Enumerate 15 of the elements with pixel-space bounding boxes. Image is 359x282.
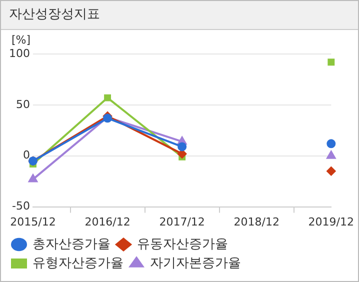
x-tick-label: 2017/12 <box>159 215 205 228</box>
y-tick-label: 0 <box>22 148 30 162</box>
x-tick-label: 2016/12 <box>84 215 130 228</box>
y-axis-title: [%] <box>11 33 31 46</box>
legend-label: 유동자산증가율 <box>137 236 228 252</box>
legend-label: 총자산증가율 <box>32 236 110 252</box>
x-tick-label: 2018/12 <box>234 215 280 228</box>
y-tick-label: -50 <box>12 200 30 213</box>
legend-label: 유형자산증가율 <box>32 256 124 271</box>
legend-label: 자기자본증가율 <box>150 256 241 271</box>
chart-title: 자산성장성지표 <box>1 1 358 30</box>
y-tick-label: 100 <box>8 46 30 60</box>
x-tick-label: 2015/12 <box>10 215 56 228</box>
x-tick-label: 2019/12 <box>308 215 354 228</box>
y-tick-label: 50 <box>16 98 30 111</box>
